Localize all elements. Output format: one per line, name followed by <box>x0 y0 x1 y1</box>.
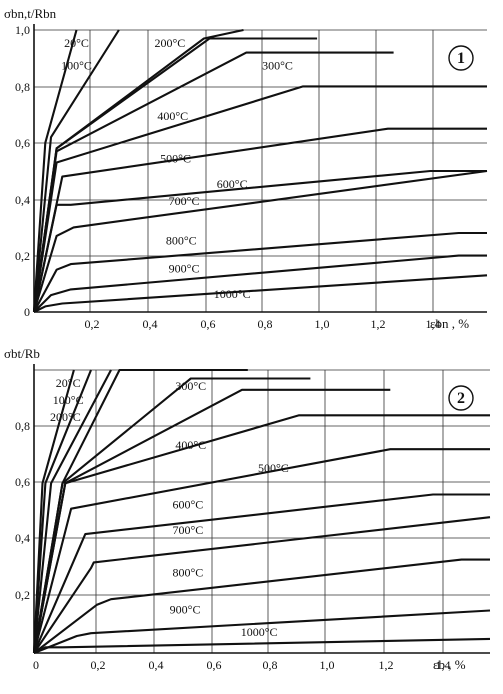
curve-label: 20°C <box>64 36 89 50</box>
x-tick-label: 0 <box>33 658 39 672</box>
series-line <box>32 85 487 313</box>
curve-label: 600°C <box>217 177 248 191</box>
series-line <box>33 637 491 654</box>
curve-label: 20°C <box>56 376 81 390</box>
curve-label: 800°C <box>172 566 203 580</box>
curve-label: 900°C <box>170 602 201 616</box>
curve-label: 700°C <box>169 194 200 208</box>
series-line <box>33 231 487 313</box>
x-tick-label: 1,2 <box>379 658 394 672</box>
y-tick-label: 0,2 <box>15 249 30 263</box>
x-tick-label: 1,4 <box>426 317 441 331</box>
chart-panel-2: 0 0,2 0,4 0,6 0,8 1,0 1,2 1,4 0,2 0,4 0,6 0,8 σbt/Rb… <box>4 346 491 672</box>
x-tick-label: 1,0 <box>315 317 330 331</box>
curve-label: 300°C <box>175 379 206 393</box>
y-tick-label: 0,2 <box>15 588 30 602</box>
y-tick-label: 1,0 <box>15 23 30 37</box>
curve-label: 200°C <box>50 410 81 424</box>
series-line <box>32 29 78 313</box>
x-tick-label: 0,4 <box>149 658 164 672</box>
panel-number-badge <box>448 385 474 411</box>
curve-label: 400°C <box>175 438 206 452</box>
x-tick-label: 1,0 <box>320 658 335 672</box>
y-tick-label: 0,6 <box>15 475 30 489</box>
series-line <box>32 51 394 313</box>
x-tick-label: 0,2 <box>85 317 100 331</box>
series-line <box>33 254 487 313</box>
series-line <box>32 169 488 313</box>
curve-label: 400°C <box>157 109 188 123</box>
curve-label: 500°C <box>160 152 191 166</box>
y-tick-label: 0,8 <box>15 80 30 94</box>
series-line <box>33 516 491 654</box>
curve-label: 900°C <box>169 262 200 276</box>
curve-label: 500°C <box>258 461 289 475</box>
panel-number-text: 1 <box>457 50 465 67</box>
curve-label: 100°C <box>53 393 84 407</box>
y-tick-label: 0,6 <box>15 136 30 150</box>
x-tick-label: 0,6 <box>207 658 222 672</box>
series-line <box>32 169 487 313</box>
series-line <box>32 448 490 654</box>
x-tick-label: 0,2 <box>91 658 106 672</box>
y-tick-label: 0 <box>24 305 30 319</box>
curve-label: 100°C <box>61 58 92 72</box>
curve-label: 700°C <box>172 523 203 537</box>
x-tick-label: 0,8 <box>258 317 273 331</box>
series-line <box>33 558 490 654</box>
series-line <box>32 369 92 654</box>
x-tick-label: 0,8 <box>263 658 278 672</box>
series-line <box>32 127 487 313</box>
y-axis-title: σbn,t/Rbn <box>4 6 57 21</box>
series-line <box>33 493 490 654</box>
x-axis-title: εb , % <box>433 657 466 672</box>
y-tick-label: 0,8 <box>15 419 30 433</box>
series-line <box>32 369 112 654</box>
series-line <box>32 377 311 654</box>
curve-label: 800°C <box>166 233 197 247</box>
curve-label: 1000°C <box>241 625 278 639</box>
curve-label: 300°C <box>262 58 293 72</box>
series-line <box>33 609 491 654</box>
panel-number-text: 2 <box>457 390 465 407</box>
curve-label: 200°C <box>154 36 185 50</box>
x-tick-label: 1,4 <box>436 658 451 672</box>
y-tick-label: 0,4 <box>15 193 30 207</box>
x-axis-title: εbn , % <box>430 316 469 331</box>
panel-number-badge <box>448 45 474 71</box>
series-line <box>32 414 490 654</box>
series-line <box>33 274 488 313</box>
chart-panel-1: 0,2 0,4 0,6 0,8 1,0 1,2 1,4 0 0,2 0,4 0,6 0,8 1,0 σbn… <box>4 6 488 331</box>
x-tick-label: 1,2 <box>371 317 386 331</box>
y-tick-label: 0,4 <box>15 531 30 545</box>
curve-label: 1000°C <box>214 287 251 301</box>
curve-label: 600°C <box>172 498 203 512</box>
y-axis-title: σbt/Rb <box>4 346 40 361</box>
x-tick-label: 0,6 <box>201 317 216 331</box>
series-line <box>32 29 120 313</box>
x-tick-label: 0,4 <box>143 317 158 331</box>
